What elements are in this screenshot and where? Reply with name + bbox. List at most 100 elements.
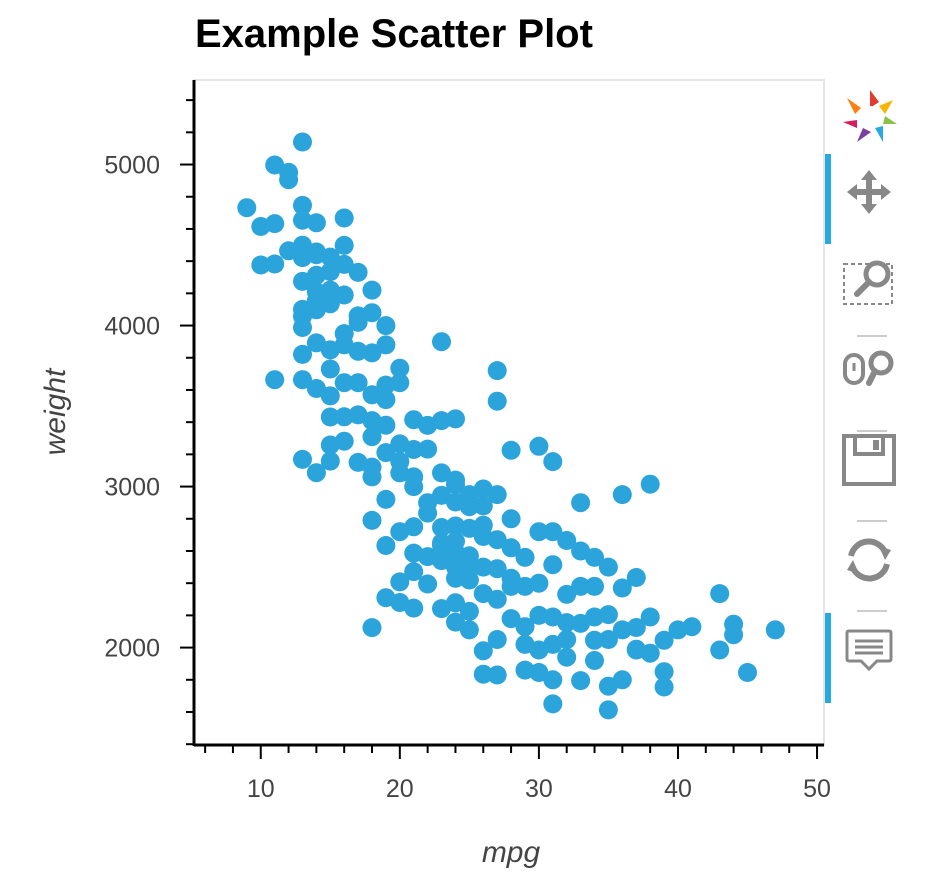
data-point <box>334 431 354 451</box>
data-point <box>585 576 604 596</box>
data-point <box>724 625 744 645</box>
toolbar-divider <box>857 335 887 337</box>
data-point <box>459 601 479 621</box>
data-point <box>710 584 730 604</box>
data-point <box>459 559 479 579</box>
data-point <box>654 662 674 682</box>
data-point <box>585 651 604 670</box>
data-point <box>362 427 382 447</box>
data-point <box>293 449 312 469</box>
data-point <box>640 474 660 494</box>
data-point <box>376 443 396 463</box>
data-point <box>265 370 285 390</box>
data-point <box>320 294 340 314</box>
y-tick-label: 4000 <box>104 313 160 341</box>
axis-layer: 10 20 30 40 50 2000 3000 4000 5000 <box>104 99 831 803</box>
data-point <box>654 630 674 650</box>
bokeh-logo[interactable] <box>825 78 915 158</box>
toolbar-divider <box>857 610 887 612</box>
data-point <box>654 677 674 697</box>
hover-icon <box>845 629 893 672</box>
data-point <box>279 170 299 190</box>
data-point <box>362 510 382 530</box>
data-point <box>626 568 646 587</box>
data-point <box>682 617 702 637</box>
x-tick-label: 40 <box>664 775 692 803</box>
data-point <box>473 515 493 535</box>
data-point <box>501 609 521 629</box>
data-point <box>765 620 785 640</box>
data-point <box>446 470 465 490</box>
data-point <box>487 589 507 609</box>
data-point <box>376 316 396 336</box>
data-point <box>571 493 591 513</box>
save-icon <box>842 434 896 486</box>
data-point <box>557 647 577 667</box>
x-tick-label: 10 <box>247 775 275 803</box>
data-point <box>376 489 396 509</box>
data-point <box>446 612 465 632</box>
data-point <box>265 155 285 175</box>
toolbar <box>825 78 915 718</box>
data-point <box>738 663 757 682</box>
data-point <box>487 361 507 381</box>
data-point <box>390 572 410 592</box>
data-point <box>598 630 618 649</box>
data-point <box>376 536 396 555</box>
data-point <box>348 341 368 361</box>
data-point <box>626 618 646 637</box>
data-point <box>306 463 326 483</box>
data-point <box>293 132 312 152</box>
data-point <box>557 531 577 550</box>
reset-tool[interactable] <box>825 522 915 602</box>
data-point <box>404 598 424 618</box>
hover-tool[interactable] <box>825 613 915 703</box>
data-point <box>543 694 563 714</box>
data-point <box>612 578 632 598</box>
data-point <box>404 517 424 537</box>
box-zoom-tool[interactable] <box>825 244 915 324</box>
data-point <box>348 262 368 282</box>
data-point <box>265 214 285 234</box>
data-point <box>334 285 354 305</box>
data-point <box>487 559 507 579</box>
data-point <box>487 530 507 550</box>
data-point <box>293 370 312 390</box>
y-axis-title: weight <box>39 367 72 455</box>
x-axis-title: mpg <box>482 836 541 869</box>
data-point <box>473 557 493 577</box>
data-point <box>320 451 340 471</box>
data-point <box>390 373 410 393</box>
data-point <box>362 618 382 638</box>
data-point <box>362 467 382 487</box>
save-tool[interactable] <box>825 422 915 502</box>
data-point <box>543 522 563 542</box>
wheel-zoom-tool[interactable] <box>825 333 915 413</box>
data-point <box>376 415 396 435</box>
data-point <box>598 700 618 720</box>
data-point <box>571 576 591 596</box>
data-point <box>334 254 354 274</box>
data-point <box>404 562 424 582</box>
data-point <box>487 665 507 685</box>
data-point <box>334 407 354 427</box>
chart-title: Example Scatter Plot <box>195 12 593 56</box>
data-point <box>473 664 493 684</box>
data-point <box>432 411 451 431</box>
toolbar-divider <box>857 430 887 432</box>
data-point <box>529 522 549 542</box>
data-point <box>376 335 396 355</box>
data-point <box>293 318 312 337</box>
data-point <box>543 452 563 472</box>
data-point <box>473 496 493 516</box>
data-point <box>501 576 521 596</box>
y-tick-label: 3000 <box>104 474 160 502</box>
data-point <box>432 518 451 537</box>
data-point <box>390 452 410 472</box>
data-point <box>376 390 396 410</box>
data-point <box>404 440 424 459</box>
data-point <box>557 630 577 649</box>
data-point <box>293 344 312 364</box>
pan-tool[interactable] <box>825 154 915 244</box>
